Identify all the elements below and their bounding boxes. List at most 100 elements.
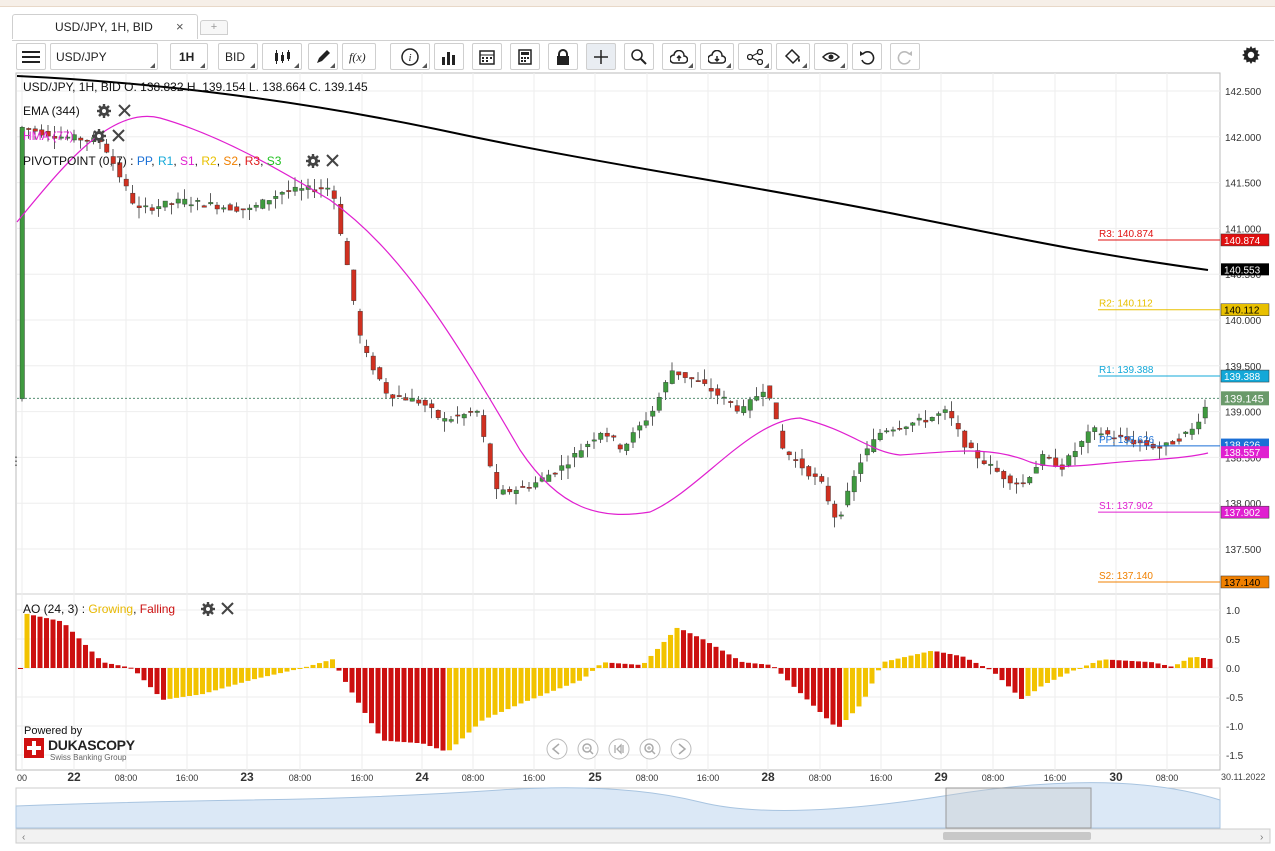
info-button[interactable]: i — [390, 43, 430, 70]
visibility-button[interactable] — [814, 43, 848, 70]
ao-bar — [343, 668, 348, 682]
ao-bar — [798, 668, 803, 694]
instrument-select[interactable]: USD/JPY — [50, 43, 158, 70]
volume-button[interactable] — [434, 43, 464, 70]
ao-settings-button[interactable] — [201, 602, 215, 619]
hma-line — [16, 115, 1209, 515]
tab-bar: USD/JPY, 1H, BID × + — [12, 14, 1272, 40]
ema-price-tag-text: 140.553 — [1224, 265, 1261, 276]
ao-bar — [167, 668, 173, 699]
candle-body — [578, 450, 584, 458]
period-value: 1H — [179, 50, 195, 64]
gear-icon — [92, 129, 106, 143]
ao-bar — [1110, 659, 1115, 668]
candle-body — [819, 476, 825, 482]
upload-button[interactable] — [662, 43, 696, 70]
ao-bar — [76, 638, 82, 668]
zoom-out-button[interactable] — [577, 738, 599, 763]
candle-body — [643, 420, 649, 426]
ema-remove-button[interactable] — [118, 104, 131, 120]
ao-bar — [700, 639, 706, 668]
ao-bar — [31, 615, 36, 668]
ao-bar — [219, 668, 225, 689]
menu-button[interactable] — [16, 43, 46, 70]
zoom-in-button[interactable] — [639, 738, 661, 763]
calendar-button[interactable] — [472, 43, 502, 70]
candle-body — [682, 372, 688, 378]
gear-icon — [1242, 46, 1260, 64]
side-select[interactable]: BID — [218, 43, 258, 70]
close-tab-icon[interactable]: × — [176, 19, 184, 34]
candle-body — [227, 204, 233, 211]
ao-bar — [681, 630, 686, 668]
gear-icon — [97, 104, 111, 118]
zoom-in-icon — [639, 738, 661, 760]
brand-name: DUKASCOPY — [48, 737, 135, 753]
redo-button[interactable] — [890, 43, 920, 70]
navigator-area — [15, 782, 1221, 829]
magnifier-icon — [631, 48, 647, 65]
template-button[interactable] — [776, 43, 810, 70]
pivot-line-label: R3: 140.874 — [1099, 229, 1154, 240]
crosshair-button[interactable] — [586, 43, 616, 70]
candle-body — [747, 399, 753, 411]
ao-histogram — [18, 613, 1213, 751]
add-tab-button[interactable]: + — [200, 20, 228, 35]
dropdown-corner-icon — [330, 63, 335, 68]
candle-body — [390, 394, 396, 399]
calculator-button[interactable] — [510, 43, 540, 70]
candle-body — [1124, 436, 1130, 441]
zoom-button[interactable] — [624, 43, 654, 70]
candle-body — [546, 474, 552, 482]
ao-bar — [414, 668, 420, 744]
period-select[interactable]: 1H — [170, 43, 208, 70]
candle-body — [1059, 464, 1065, 470]
ema-settings-button[interactable] — [97, 104, 111, 121]
time-tick: 30 — [1109, 770, 1123, 784]
hma-remove-button[interactable] — [112, 129, 125, 145]
hma-label: HMA (77) — [23, 129, 74, 143]
ao-bar — [1149, 662, 1154, 668]
ao-bar — [323, 661, 329, 668]
time-tick: 08:00 — [289, 773, 312, 783]
current-price-tag-text: 139.145 — [1224, 393, 1264, 405]
candle-body — [702, 379, 708, 384]
scroll-left-button[interactable] — [546, 738, 568, 763]
ao-bar — [811, 668, 816, 706]
candle-body — [1007, 475, 1013, 484]
pivot-settings-button[interactable] — [306, 154, 320, 171]
lock-icon — [557, 48, 569, 65]
candle-body — [559, 465, 565, 471]
gear-icon — [201, 602, 215, 616]
candle-body — [39, 129, 45, 136]
candle-body — [812, 473, 818, 477]
ao-tick: 1.0 — [1226, 606, 1240, 617]
candle-body — [942, 409, 948, 413]
tab-usdjpy[interactable]: USD/JPY, 1H, BID × — [12, 14, 198, 39]
side-value: BID — [225, 50, 246, 64]
candle-body — [234, 206, 240, 212]
pivot-remove-button[interactable] — [326, 154, 339, 170]
settings-button[interactable] — [1242, 46, 1260, 67]
pivot-price-tag — [1220, 575, 1270, 589]
ao-bar — [1090, 662, 1096, 668]
candle-body — [598, 432, 604, 440]
arrow-left-icon — [546, 738, 568, 760]
candle-body — [975, 450, 981, 459]
indicators-button[interactable]: f(x) — [342, 43, 376, 70]
candle-body — [806, 466, 812, 477]
ao-remove-button[interactable] — [221, 602, 234, 618]
lock-button[interactable] — [548, 43, 578, 70]
undo-button[interactable] — [852, 43, 882, 70]
scroll-right-button[interactable] — [670, 738, 692, 763]
time-tick: 28 — [761, 770, 775, 784]
hma-settings-button[interactable] — [92, 129, 106, 146]
drawing-tools-button[interactable] — [308, 43, 338, 70]
reset-view-button[interactable] — [608, 738, 630, 763]
download-button[interactable] — [700, 43, 734, 70]
candle-body — [1105, 430, 1111, 435]
candle-body — [58, 136, 64, 139]
chart-type-button[interactable] — [262, 43, 302, 70]
share-button[interactable] — [738, 43, 772, 70]
